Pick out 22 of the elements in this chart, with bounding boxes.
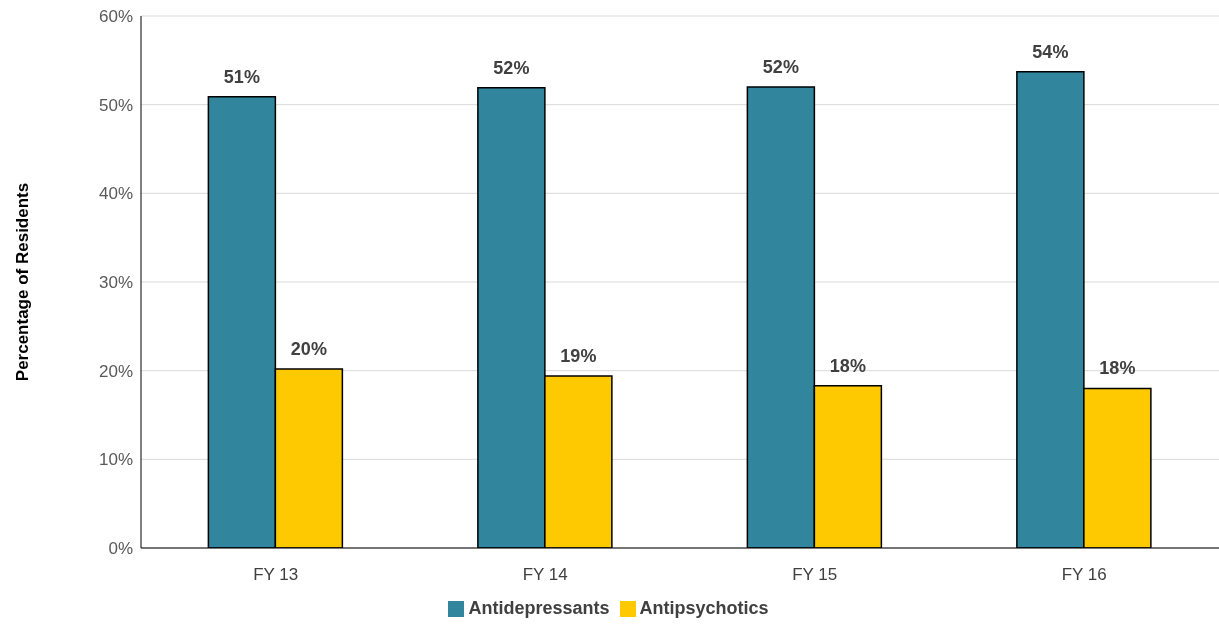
y-tick-label: 50% [98,95,133,115]
y-tick-label: 30% [98,273,133,293]
legend-label: Antipsychotics [639,598,769,618]
y-tick-label: 10% [98,450,133,470]
data-label: 51% [223,66,260,87]
x-tick-label: FY 14 [522,565,568,585]
y-tick-label: 60% [98,7,133,27]
y-tick-label: 40% [98,184,133,204]
x-tick-label: FY 16 [1061,565,1107,585]
x-tick-label: FY 13 [253,565,299,585]
data-label: 54% [1032,41,1069,62]
data-label: 52% [762,56,799,77]
y-tick-label: 0% [108,539,133,559]
x-tick-label: FY 15 [792,565,838,585]
data-label: 52% [493,57,530,78]
y-axis-title: Percentage of Residents [13,182,33,382]
data-label: 20% [290,338,327,359]
data-label: 19% [560,345,597,366]
data-label: 18% [1099,358,1136,379]
data-label: 18% [829,355,866,376]
legend-label: Antidepressants [468,598,610,618]
y-tick-label: 20% [98,361,133,381]
